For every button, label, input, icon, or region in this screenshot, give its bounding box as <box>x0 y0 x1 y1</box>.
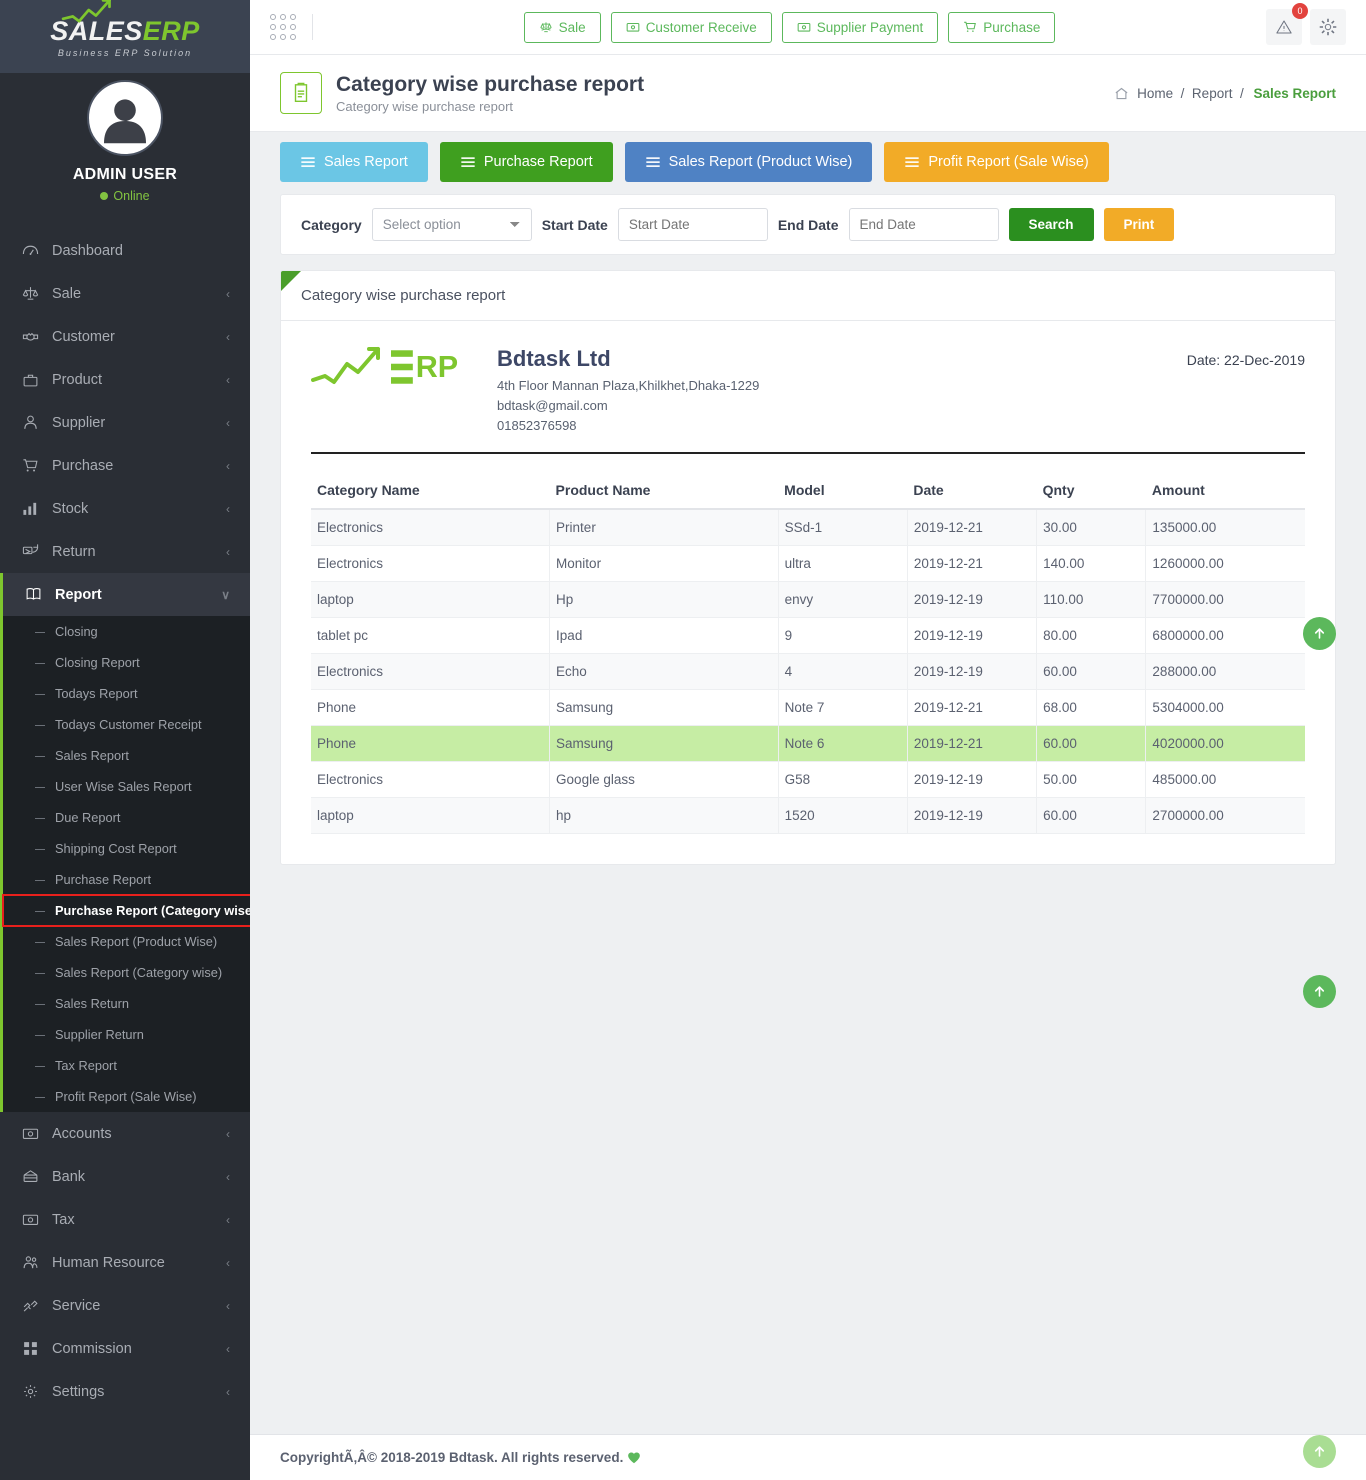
svg-text:RP: RP <box>416 350 458 384</box>
